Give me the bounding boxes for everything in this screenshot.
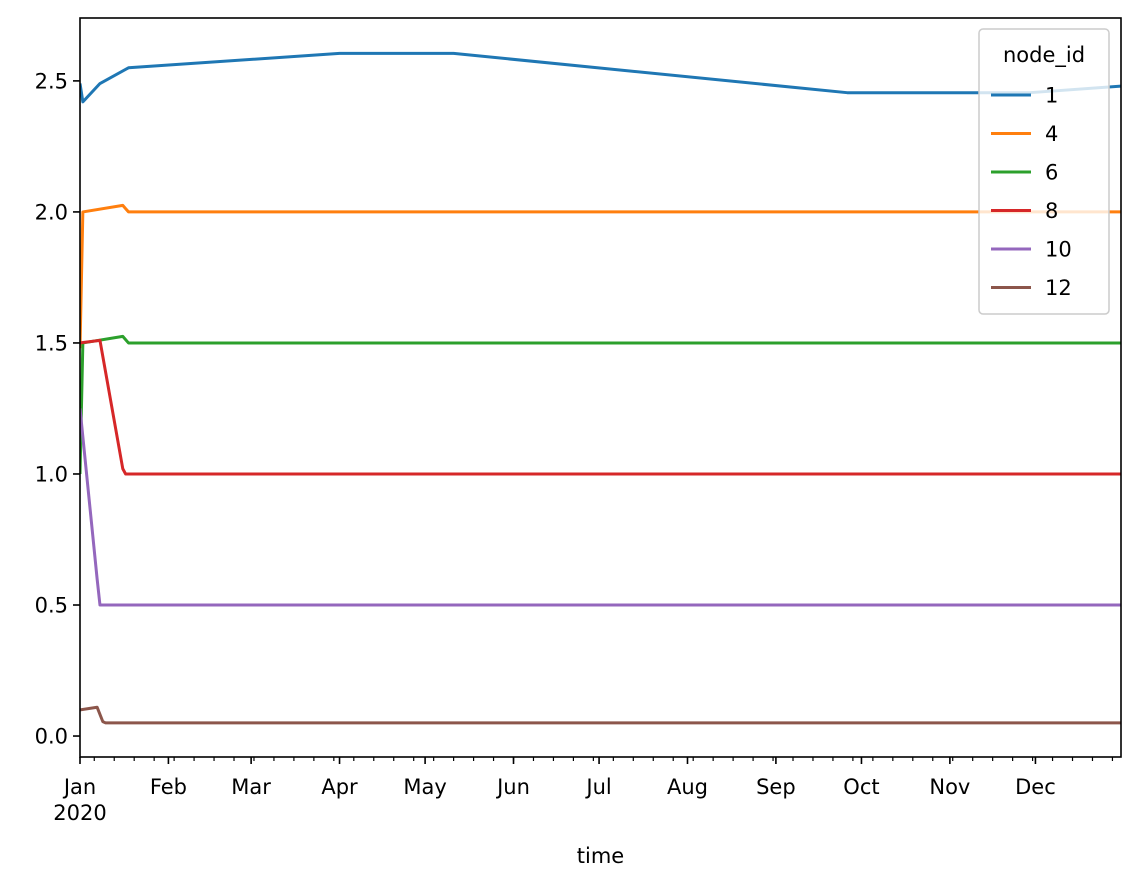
legend-box: [978, 28, 1110, 315]
legend-entry-6: 6: [1045, 161, 1058, 185]
y-tick-label: 0.0: [35, 725, 68, 749]
y-tick-label: 2.5: [35, 69, 68, 93]
series-line-6: [80, 334, 1121, 475]
legend-entry-12: 12: [1045, 276, 1072, 300]
x-tick-label: Dec: [1015, 775, 1056, 799]
series-line-12: [80, 705, 1121, 725]
x-tick-label: Jan: [62, 775, 96, 799]
y-tick-label: 1.5: [35, 331, 68, 355]
legend-entry-8: 8: [1045, 199, 1058, 223]
x-tick-sublabel: 2020: [53, 801, 106, 825]
legend-title: node_id: [1003, 43, 1085, 68]
x-tick-label: Aug: [667, 775, 708, 799]
x-tick-label: Nov: [929, 775, 970, 799]
series-line-8: [80, 338, 1121, 476]
x-tick-label: Apr: [321, 775, 358, 799]
x-tick-label: May: [403, 775, 446, 799]
x-tick-label: Oct: [843, 775, 879, 799]
x-tick-label: Feb: [150, 775, 187, 799]
legend-entry-1: 1: [1045, 84, 1058, 108]
legend-entry-10: 10: [1045, 238, 1072, 262]
series-line-10: [80, 408, 1121, 607]
series-layer: [80, 51, 1121, 725]
x-tick-label: Jun: [495, 775, 530, 799]
legend-entry-4: 4: [1045, 122, 1058, 146]
x-tick-label: Jul: [584, 775, 611, 799]
x-tick-label: Mar: [231, 775, 271, 799]
x-tick-label: Sep: [756, 775, 796, 799]
plot-frame: [79, 17, 1122, 758]
legend: node_id 1 4 6 8 10 12: [978, 28, 1110, 315]
series-line-1: [80, 51, 1121, 104]
y-tick-label: 1.0: [35, 462, 68, 486]
series-line-4: [80, 203, 1121, 349]
y-tick-label: 0.5: [35, 594, 68, 618]
x-axis-title: time: [577, 844, 624, 868]
y-tick-label: 2.0: [35, 200, 68, 224]
